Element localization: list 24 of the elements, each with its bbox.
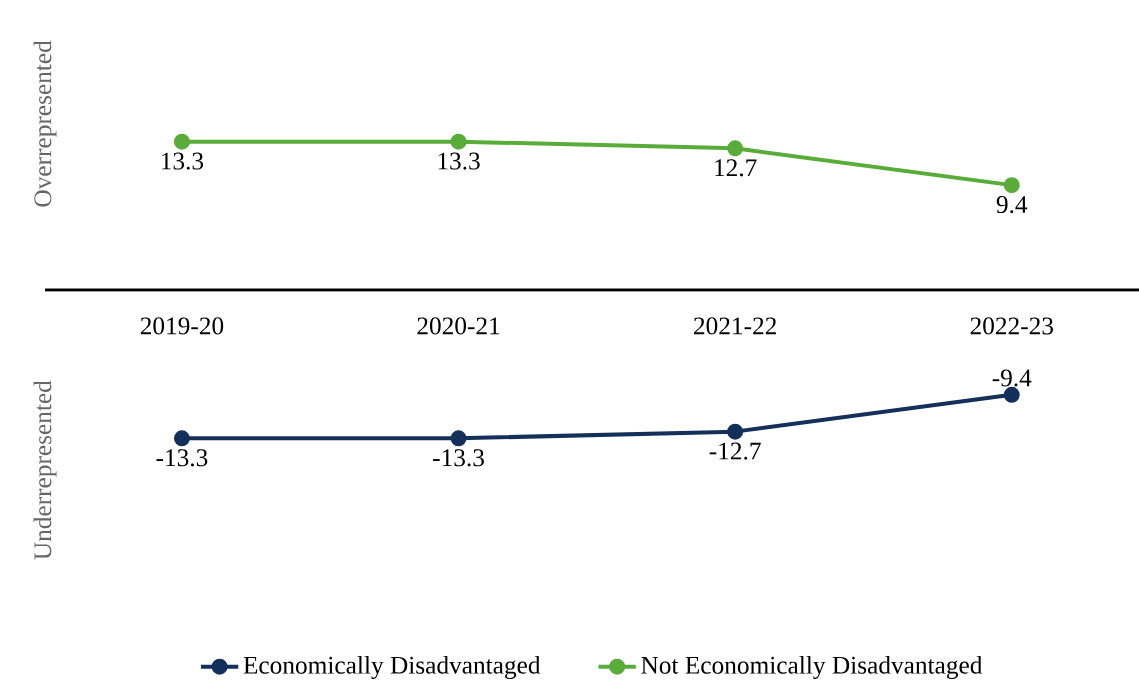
data-label: 13.3 — [161, 152, 204, 170]
data-label: -13.3 — [433, 449, 484, 467]
point — [450, 133, 467, 150]
legend-label: Not Economically Disadvantaged — [641, 655, 983, 679]
point — [727, 423, 744, 440]
point — [450, 430, 467, 447]
point — [1003, 386, 1020, 403]
y-axis-title: Overrepresented — [33, 40, 57, 207]
point — [173, 430, 190, 447]
data-label: -13.3 — [156, 449, 208, 467]
annotation: Underrepresented — [33, 380, 57, 560]
point — [1003, 177, 1020, 194]
data-label: 12.7 — [715, 159, 757, 177]
data-label: -9.4 — [992, 369, 1032, 387]
x-tick-label: 2020-21 — [417, 317, 500, 335]
x-tick-label: 2022-23 — [970, 317, 1053, 335]
x-tick-label: 2019-20 — [140, 317, 224, 335]
legend-label: Economically Disadvantaged — [243, 655, 541, 679]
data-label: 9.4 — [996, 196, 1028, 214]
x-tick-label: 2021-22 — [694, 317, 776, 335]
point — [727, 140, 744, 157]
data-label: 13.3 — [438, 152, 480, 170]
data-label: -12.7 — [709, 442, 761, 460]
point — [173, 133, 190, 150]
